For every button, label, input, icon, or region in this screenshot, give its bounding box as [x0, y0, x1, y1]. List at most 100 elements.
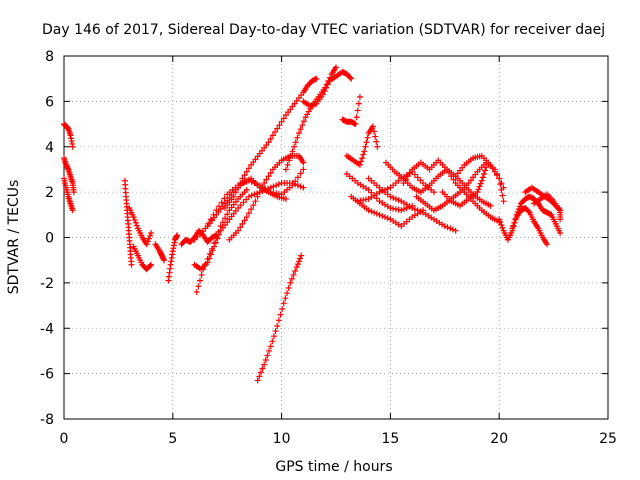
data-point [300, 118, 307, 125]
data-point [243, 214, 250, 221]
data-point [148, 229, 155, 236]
data-point [270, 333, 277, 340]
data-point [347, 74, 354, 81]
data-point [402, 176, 409, 183]
data-point [319, 91, 326, 98]
data-point [133, 222, 140, 229]
data-point [235, 227, 242, 234]
data-point [193, 288, 200, 295]
data-point [368, 208, 375, 215]
data-point [497, 181, 504, 188]
data-point [284, 161, 291, 168]
data-point [263, 176, 270, 183]
y-tick-label: 2 [45, 185, 54, 201]
x-tick-label: 5 [168, 431, 177, 447]
data-point [248, 206, 255, 213]
tick-labels: 0 5 10 15 20 25 -8 -6 -4 -2 0 2 4 6 8 [40, 49, 617, 447]
data-point [237, 224, 244, 231]
data-point [256, 373, 263, 380]
data-point [353, 114, 360, 121]
data-point [498, 186, 505, 193]
data-point [146, 232, 153, 239]
data-point [296, 130, 303, 137]
data-point [491, 168, 498, 175]
data-point [198, 271, 205, 278]
data-point [557, 216, 564, 223]
data-point [333, 64, 339, 71]
data-point [409, 205, 416, 212]
data-point [417, 208, 424, 215]
data-point [294, 182, 301, 189]
data-point [355, 100, 362, 107]
data-point [130, 214, 137, 221]
data-point [479, 174, 486, 181]
data-point [360, 151, 367, 158]
data-point [224, 211, 231, 218]
data-point [395, 197, 402, 204]
data-point [254, 193, 261, 200]
data-point [499, 192, 506, 199]
data-point [444, 224, 451, 231]
data-point [279, 305, 286, 312]
data-point [384, 215, 391, 222]
data-point [297, 126, 304, 133]
data-point [483, 164, 490, 171]
data-point [222, 215, 229, 222]
data-point [241, 172, 248, 179]
data-point [251, 191, 258, 198]
data-point [487, 202, 494, 209]
data-point [371, 128, 378, 135]
data-point [272, 129, 279, 136]
data-point [323, 84, 330, 91]
data-point [376, 211, 383, 218]
data-point [274, 322, 281, 329]
data-point [274, 125, 281, 132]
data-point [237, 180, 244, 187]
data-point [285, 284, 292, 291]
data-point [261, 180, 268, 187]
data-point [69, 143, 76, 150]
data-point [243, 168, 250, 175]
data-point [235, 184, 242, 191]
x-tick-label: 20 [490, 431, 508, 447]
axis-ticks [63, 55, 609, 420]
data-point [474, 189, 481, 196]
data-point [143, 241, 150, 248]
data-point [452, 227, 459, 234]
y-tick-label: 8 [45, 49, 54, 65]
data-point [297, 255, 304, 262]
data-point [292, 139, 299, 146]
data-point [497, 219, 504, 226]
chart-title: Day 146 of 2017, Sidereal Day-to-day VTE… [42, 22, 605, 38]
data-point [296, 258, 303, 265]
data-point [277, 311, 284, 318]
data-point [297, 170, 304, 177]
data-point [406, 169, 413, 176]
data-point [352, 121, 359, 128]
data-point [443, 166, 450, 173]
data-point [365, 207, 372, 214]
data-point [70, 189, 77, 196]
data-point [269, 338, 276, 345]
data-point [200, 266, 207, 273]
data-point [148, 261, 155, 268]
x-tick-label: 25 [599, 431, 617, 447]
data-point [276, 122, 283, 129]
data-point [400, 180, 407, 187]
data-point [265, 139, 272, 146]
data-point [557, 229, 564, 236]
data-point [146, 262, 153, 269]
data-point [289, 148, 296, 155]
data-point [414, 174, 421, 181]
y-tick-label: -6 [40, 367, 54, 383]
y-tick-label: -2 [40, 276, 54, 292]
data-point [291, 143, 298, 150]
data-point [267, 343, 274, 350]
data-point [476, 183, 483, 190]
data-point [254, 181, 261, 188]
data-point [299, 122, 306, 129]
data-point [373, 138, 380, 145]
data-point [202, 225, 209, 232]
data-point [208, 245, 215, 252]
